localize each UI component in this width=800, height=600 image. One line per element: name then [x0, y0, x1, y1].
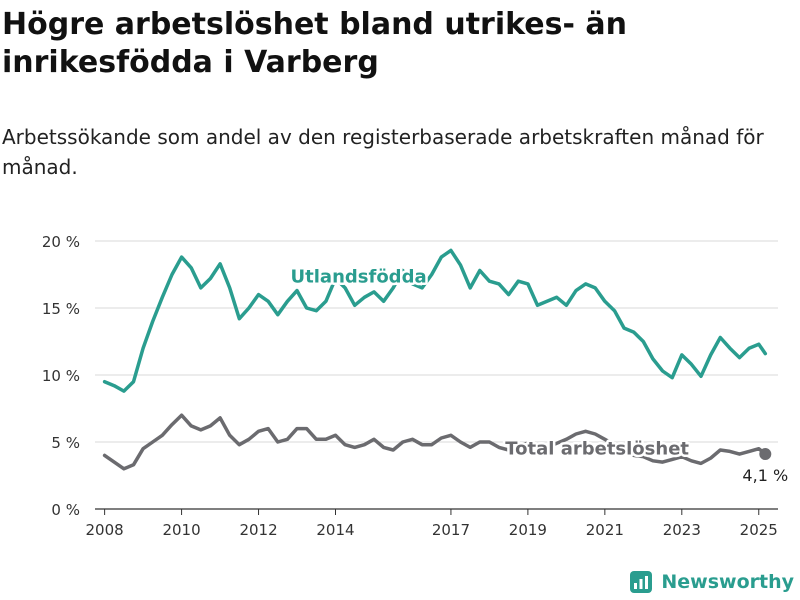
y-tick-label: 5 % [51, 434, 80, 452]
x-tick-label: 2008 [86, 521, 124, 539]
x-tick-label: 2019 [509, 521, 547, 539]
x-tick-label: 2017 [432, 521, 470, 539]
x-tick-label: 2014 [316, 521, 354, 539]
y-tick-label: 10 % [42, 367, 80, 385]
brand-name: Newsworthy [661, 571, 794, 593]
bar-chart-icon [630, 571, 653, 593]
chart-subtitle: Arbetssökande som andel av den registerb… [2, 125, 764, 179]
end-point-marker [759, 448, 772, 461]
x-tick-label: 2021 [586, 521, 624, 539]
series-label-utlandsfodda: Utlandsfödda [291, 267, 427, 288]
series-line-utlandsfodda [102, 248, 768, 393]
chart-title: Högre arbetslöshet bland utrikes- än inr… [2, 7, 627, 80]
x-tick-label: 2023 [663, 521, 701, 539]
series-line-total [102, 413, 768, 471]
y-tick-label: 20 % [42, 233, 80, 251]
x-tick-label: 2012 [239, 521, 277, 539]
brand-logo: Newsworthy [629, 570, 794, 594]
y-tick-label: 15 % [42, 300, 80, 318]
x-tick-label: 2010 [162, 521, 200, 539]
x-tick-label: 2025 [740, 521, 778, 539]
end-value-label: 4,1 % [742, 466, 788, 485]
y-tick-label: 0 % [51, 501, 80, 519]
series-label-total: Total arbetslöshet [505, 439, 689, 460]
